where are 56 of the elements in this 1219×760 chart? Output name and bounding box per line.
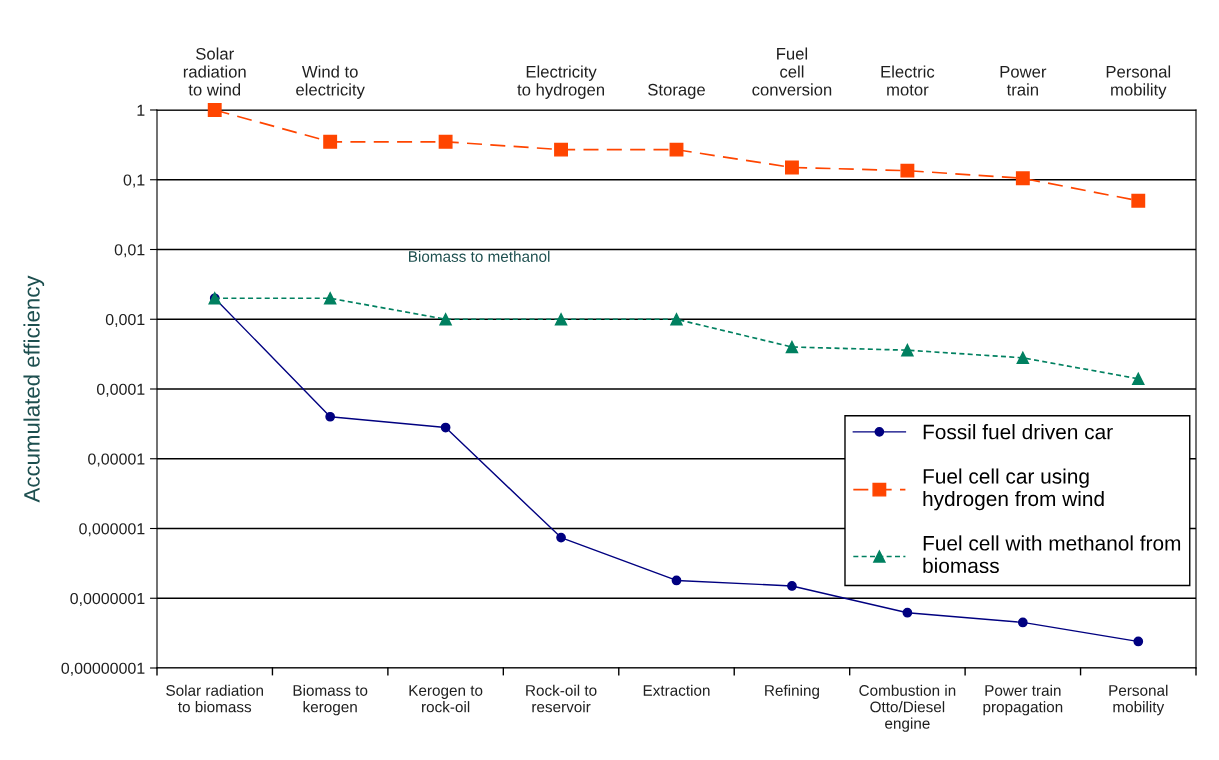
y-tick-label: 0,01	[114, 244, 145, 258]
y-tick-label: 1	[137, 104, 145, 116]
text: Electric motor	[881, 65, 935, 96]
point	[325, 411, 336, 422]
annotation: Biomass to methanol	[409, 250, 550, 262]
x-tick-label: Power train propagation	[983, 684, 1063, 716]
text: Fuel cell conversion	[752, 47, 832, 96]
point	[902, 607, 913, 618]
point	[438, 134, 453, 149]
point	[323, 134, 338, 149]
x-tick-label: Rock-oil to reservoir	[526, 684, 597, 713]
point	[669, 142, 684, 157]
x-tick-label: Extraction	[643, 684, 710, 696]
y-tick-label: 0,001	[105, 313, 145, 328]
point	[671, 575, 682, 586]
point	[556, 532, 566, 543]
point	[1016, 351, 1030, 365]
x-tick-label: Biomass to kerogen	[293, 684, 368, 716]
point	[440, 422, 451, 433]
legend-label: Fossil fuel driven car	[923, 424, 1113, 440]
x-tick-label: Refining	[765, 684, 819, 699]
point	[900, 163, 915, 178]
x-tick-label: Combustion in Otto/Diesel engine	[859, 684, 956, 732]
x-tick-label: Personal mobility	[1109, 684, 1168, 716]
point	[554, 142, 569, 157]
y-axis-title: Accumulated efficiency	[23, 275, 45, 503]
y-tick-label: 0,00001	[88, 453, 145, 467]
point	[787, 581, 797, 591]
point	[670, 312, 683, 326]
text: Personal mobility	[1106, 65, 1171, 99]
y-tick-label: 0,000001	[79, 523, 145, 537]
point	[439, 312, 452, 326]
y-tick-label: 0,0001	[96, 383, 145, 397]
point	[554, 312, 568, 326]
point	[1132, 372, 1145, 386]
point	[785, 340, 799, 354]
legend-label: Fuel cell with methanol from biomass	[923, 535, 1181, 574]
text: Electricity to hydrogen	[517, 65, 604, 99]
point	[1017, 617, 1028, 628]
point	[207, 103, 222, 117]
point	[323, 292, 337, 305]
point	[784, 160, 799, 175]
point	[1131, 193, 1146, 208]
text: Solar radiation to wind	[183, 47, 246, 96]
point	[1133, 636, 1144, 647]
y-tick-label: 0,00000001	[61, 662, 145, 676]
text: Wind to electricity	[296, 65, 365, 99]
x-tick-label: Kerogen to rock-oil	[409, 685, 483, 713]
y-tick-label: 0,0000001	[70, 592, 145, 607]
point	[901, 343, 914, 357]
legend-label: Fuel cell car using hydrogen from wind	[923, 468, 1104, 511]
x-tick-label: Solar radiation to biomass	[166, 684, 263, 713]
y-tick-label: 0,1	[123, 174, 145, 188]
text: Storage	[648, 83, 705, 99]
point	[1015, 171, 1030, 186]
text: Power train	[1000, 66, 1047, 96]
